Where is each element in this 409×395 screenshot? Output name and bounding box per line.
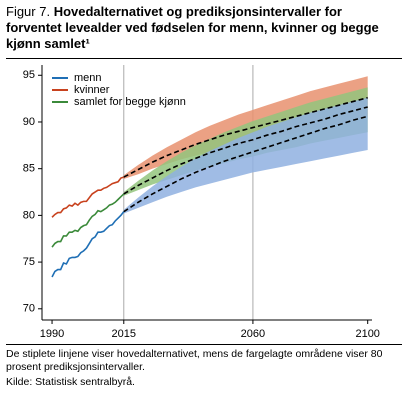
notes: De stiplete linjene viser hovedalternati… [6, 348, 401, 389]
legend-label: kvinner [74, 84, 110, 96]
prediction-band [123, 97, 368, 214]
x-tick-label: 2100 [355, 328, 379, 340]
rule [6, 344, 402, 345]
y-tick-label: 75 [23, 256, 35, 268]
projection-line [123, 115, 368, 213]
projection-line [123, 106, 368, 195]
series-line [51, 176, 125, 218]
x-tick-label: 2015 [112, 328, 136, 340]
x-tick-label: 2060 [241, 328, 265, 340]
title-text: Hovedalternativet og prediksjonsinterval… [6, 4, 379, 51]
chart: 70 75 80 85 90 95 1990 2015 2060 2100 mennkvinners… [23, 65, 380, 340]
legend-label: samlet for begge kjønn [74, 96, 186, 108]
projection-line [123, 96, 368, 178]
figure-number: Figur 7. [6, 4, 51, 19]
series-line [51, 193, 125, 248]
y-tick-label: 70 [23, 303, 35, 315]
series-line [51, 211, 125, 278]
y-tick-label: 95 [23, 69, 35, 81]
y-tick-label: 90 [23, 116, 35, 128]
source: Kilde: Statistisk sentralbyrå. [6, 376, 135, 388]
y-tick-label: 80 [23, 209, 35, 221]
rule [6, 58, 402, 59]
note: De stiplete linjene viser hovedalternati… [6, 348, 383, 373]
x-tick-label: 1990 [40, 328, 64, 340]
chart-title: Figur 7. Hovedalternativet og prediksjon… [6, 4, 401, 52]
legend-label: menn [74, 72, 102, 84]
y-tick-label: 85 [23, 163, 35, 175]
